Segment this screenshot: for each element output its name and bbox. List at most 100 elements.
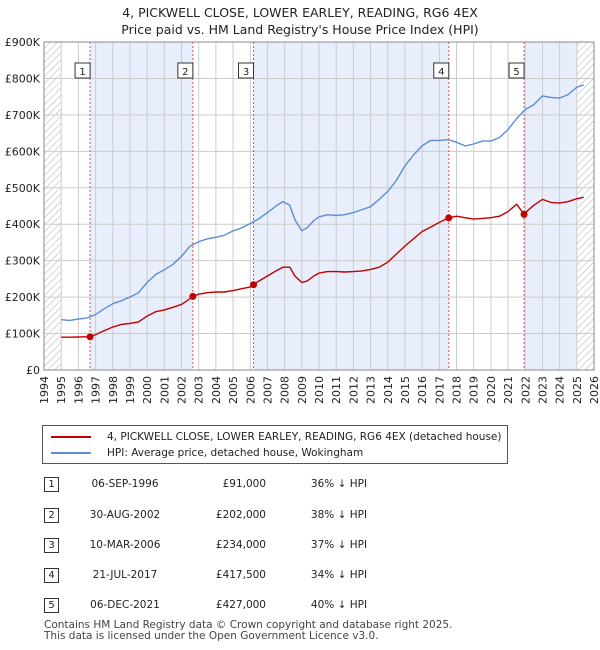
title-line-2: Price paid vs. HM Land Registry's House …	[121, 22, 479, 37]
legend-property-swatch	[51, 436, 91, 438]
x-tick-label: 1998	[107, 376, 120, 404]
footer: Contains HM Land Registry data © Crown c…	[44, 620, 452, 642]
sale-label-number: 4	[438, 67, 444, 78]
y-tick-label: £200K	[5, 291, 41, 304]
x-tick-label: 2025	[571, 376, 584, 404]
sale-price: £417,500	[215, 569, 266, 581]
x-tick-label: 2004	[210, 376, 223, 404]
sale-number: 2	[44, 508, 59, 523]
x-tick-label: 2013	[365, 376, 378, 404]
y-tick-label: £800K	[5, 72, 41, 85]
sale-label-box	[177, 62, 194, 79]
title-line-1: 4, PICKWELL CLOSE, LOWER EARLEY, READING…	[122, 5, 478, 20]
sale-date: 06-SEP-1996	[91, 478, 159, 490]
sale-date: 30-AUG-2002	[89, 509, 161, 521]
footer-licence: This data is licensed under the Open Gov…	[44, 630, 379, 642]
sale-label-number: 1	[79, 67, 85, 78]
x-tick-label: 2017	[433, 376, 446, 404]
sale-row: 4 21-JUL-2017 £417,500 34% ↓ HPI	[0, 566, 600, 584]
sale-hpi-diff: 40% ↓ HPI	[310, 599, 368, 611]
x-tick-label: 2009	[296, 376, 309, 404]
sale-label-number: 5	[513, 67, 519, 78]
sale-price: £427,000	[215, 599, 266, 611]
sale-hpi-diff: 37% ↓ HPI	[310, 539, 368, 551]
ownership-shade	[253, 42, 449, 370]
x-tick-label: 2019	[468, 376, 481, 404]
x-tick-label: 1999	[124, 376, 137, 404]
sale-point	[520, 210, 528, 218]
hatched-region-after	[576, 42, 594, 370]
x-tick-label: 2014	[382, 376, 395, 404]
sale-number: 5	[44, 598, 59, 613]
sale-number: 1	[44, 477, 59, 492]
plot-border	[43, 41, 595, 371]
sale-row: 5 06-DEC-2021 £427,000 40% ↓ HPI	[0, 596, 600, 614]
y-tick-label: £400K	[5, 218, 41, 231]
x-tick-label: 2007	[261, 376, 274, 404]
sale-label-box	[74, 62, 91, 79]
sale-price: £91,000	[222, 478, 266, 490]
sale-price: £234,000	[215, 539, 266, 551]
x-tick-label: 2022	[519, 376, 532, 404]
x-tick-label: 1995	[55, 376, 68, 404]
sale-hpi-diff: 38% ↓ HPI	[310, 509, 368, 521]
x-tick-label: 1997	[90, 376, 103, 404]
sale-date: 06-DEC-2021	[90, 599, 160, 611]
x-tick-label: 2005	[227, 376, 240, 404]
sale-point	[445, 214, 453, 222]
legend-property-label: 4, PICKWELL CLOSE, LOWER EARLEY, READING…	[107, 431, 502, 443]
x-tick-label: 2015	[399, 376, 412, 404]
sale-point	[250, 281, 258, 289]
property-series-line	[61, 196, 584, 338]
sale-point	[189, 292, 197, 300]
sale-number: 4	[44, 568, 59, 583]
sale-label-box	[508, 62, 525, 79]
sale-date: 21-JUL-2017	[92, 569, 158, 581]
y-tick-label: £300K	[5, 255, 41, 268]
y-tick-label: £600K	[5, 145, 41, 158]
sale-hpi-diff: 36% ↓ HPI	[310, 478, 368, 490]
sale-price: £202,000	[215, 509, 266, 521]
sale-row: 1 06-SEP-1996 £91,000 36% ↓ HPI	[0, 475, 600, 493]
x-tick-label: 2020	[485, 376, 498, 404]
legend: 4, PICKWELL CLOSE, LOWER EARLEY, READING…	[42, 425, 508, 464]
x-tick-label: 2002	[176, 376, 189, 404]
sale-label-number: 2	[182, 67, 188, 78]
legend-hpi-label: HPI: Average price, detached house, Woki…	[107, 447, 364, 459]
sale-label-box	[238, 62, 255, 79]
legend-hpi-swatch	[51, 452, 91, 454]
sale-row: 3 10-MAR-2006 £234,000 37% ↓ HPI	[0, 536, 600, 554]
y-tick-label: £0	[26, 364, 40, 377]
x-tick-label: 1996	[72, 376, 85, 404]
x-tick-label: 1994	[38, 376, 51, 404]
ownership-shade	[90, 42, 193, 370]
x-tick-label: 2016	[416, 376, 429, 404]
y-tick-label: £100K	[5, 328, 41, 341]
hatched-region-before	[44, 42, 62, 370]
y-tick-label: £500K	[5, 182, 41, 195]
price-chart: £0 £100K £200K £300K £400K £500K £600K £700K £80…	[5, 36, 600, 404]
x-tick-label: 2010	[313, 376, 326, 404]
hpi-series-line	[61, 84, 584, 322]
sale-row: 2 30-AUG-2002 £202,000 38% ↓ HPI	[0, 506, 600, 524]
x-tick-label: 2012	[347, 376, 360, 404]
sale-label-number: 3	[243, 67, 249, 78]
y-tick-label: £700K	[5, 109, 41, 122]
x-tick-label: 2003	[193, 376, 206, 404]
sale-date: 10-MAR-2006	[89, 539, 161, 551]
y-tick-label: £900K	[5, 36, 41, 49]
sale-label-box	[433, 62, 450, 79]
sale-hpi-diff: 34% ↓ HPI	[310, 569, 368, 581]
x-tick-label: 2021	[502, 376, 515, 404]
x-tick-label: 2026	[588, 376, 600, 404]
x-tick-label: 2008	[279, 376, 292, 404]
x-tick-label: 2001	[158, 376, 171, 404]
footer-copyright: Contains HM Land Registry data © Crown c…	[44, 619, 453, 631]
x-tick-label: 2011	[330, 376, 343, 404]
x-tick-label: 2023	[536, 376, 549, 404]
chart-title: 4, PICKWELL CLOSE, LOWER EARLEY, READING…	[0, 4, 600, 38]
x-tick-label: 2000	[141, 376, 154, 404]
x-tick-label: 2018	[451, 376, 464, 404]
x-tick-label: 2024	[554, 376, 567, 404]
x-tick-label: 2006	[244, 376, 257, 404]
